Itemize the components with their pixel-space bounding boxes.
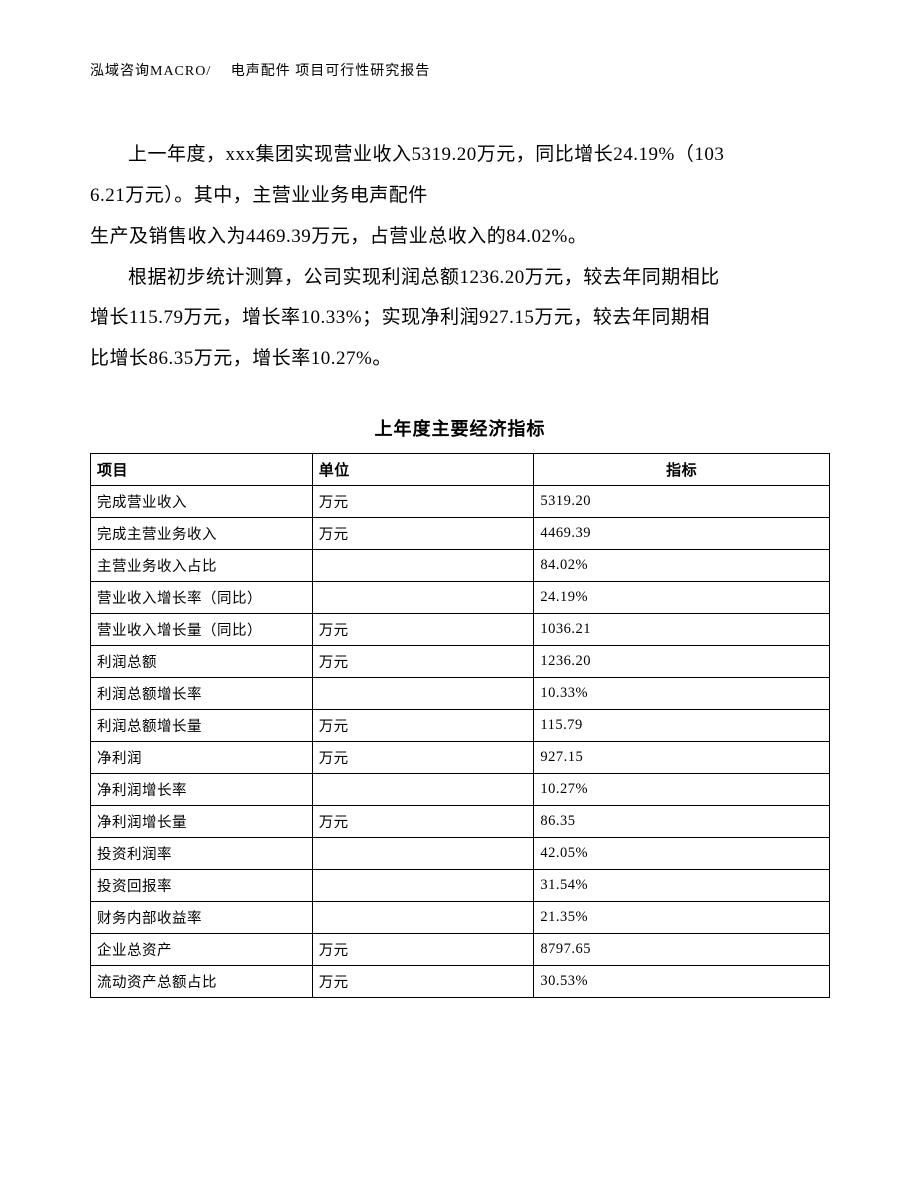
cell-indicator: 10.27% — [534, 774, 830, 806]
cell-item: 投资回报率 — [91, 870, 313, 902]
table-row: 完成主营业务收入 万元 4469.39 — [91, 518, 830, 550]
cell-indicator: 1236.20 — [534, 646, 830, 678]
cell-unit: 万元 — [312, 518, 534, 550]
cell-unit: 万元 — [312, 710, 534, 742]
cell-item: 净利润 — [91, 742, 313, 774]
cell-unit — [312, 902, 534, 934]
table-row: 营业收入增长率（同比） 24.19% — [91, 582, 830, 614]
paragraph-1-line-1: 上一年度，xxx集团实现营业收入5319.20万元，同比增长24.19%（103 — [90, 135, 830, 176]
cell-item: 利润总额增长量 — [91, 710, 313, 742]
cell-indicator: 1036.21 — [534, 614, 830, 646]
table-row: 净利润增长量 万元 86.35 — [91, 806, 830, 838]
cell-item: 利润总额增长率 — [91, 678, 313, 710]
cell-indicator: 31.54% — [534, 870, 830, 902]
cell-indicator: 10.33% — [534, 678, 830, 710]
table-row: 投资回报率 31.54% — [91, 870, 830, 902]
cell-unit — [312, 582, 534, 614]
table-row: 主营业务收入占比 84.02% — [91, 550, 830, 582]
paragraph-2-line-1: 根据初步统计测算，公司实现利润总额1236.20万元，较去年同期相比 — [90, 258, 830, 299]
cell-indicator: 86.35 — [534, 806, 830, 838]
table-header-indicator: 指标 — [534, 454, 830, 486]
cell-item: 利润总额 — [91, 646, 313, 678]
cell-indicator: 30.53% — [534, 966, 830, 998]
cell-unit: 万元 — [312, 486, 534, 518]
cell-item: 营业收入增长率（同比） — [91, 582, 313, 614]
cell-item: 净利润增长率 — [91, 774, 313, 806]
cell-indicator: 24.19% — [534, 582, 830, 614]
paragraph-2-line-2: 增长115.79万元，增长率10.33%；实现净利润927.15万元，较去年同期… — [90, 298, 830, 339]
economic-indicators-table: 项目 单位 指标 完成营业收入 万元 5319.20 完成主营业务收入 万元 4… — [90, 453, 830, 998]
table-header-unit: 单位 — [312, 454, 534, 486]
cell-indicator: 927.15 — [534, 742, 830, 774]
table-row: 利润总额增长率 10.33% — [91, 678, 830, 710]
table-title: 上年度主要经济指标 — [90, 415, 830, 441]
cell-item: 企业总资产 — [91, 934, 313, 966]
table-row: 企业总资产 万元 8797.65 — [91, 934, 830, 966]
cell-indicator: 21.35% — [534, 902, 830, 934]
cell-item: 净利润增长量 — [91, 806, 313, 838]
page-header: 泓域咨询MACRO/ 电声配件 项目可行性研究报告 — [90, 60, 830, 80]
cell-indicator: 84.02% — [534, 550, 830, 582]
cell-unit — [312, 870, 534, 902]
cell-item: 完成营业收入 — [91, 486, 313, 518]
table-row: 财务内部收益率 21.35% — [91, 902, 830, 934]
cell-item: 投资利润率 — [91, 838, 313, 870]
cell-unit — [312, 550, 534, 582]
cell-indicator: 115.79 — [534, 710, 830, 742]
cell-unit: 万元 — [312, 614, 534, 646]
cell-unit — [312, 678, 534, 710]
table-row: 利润总额 万元 1236.20 — [91, 646, 830, 678]
table-row: 净利润 万元 927.15 — [91, 742, 830, 774]
table-row: 完成营业收入 万元 5319.20 — [91, 486, 830, 518]
table-header-item: 项目 — [91, 454, 313, 486]
paragraph-2-line-3: 比增长86.35万元，增长率10.27%。 — [90, 339, 830, 380]
cell-unit — [312, 774, 534, 806]
cell-unit — [312, 838, 534, 870]
cell-item: 流动资产总额占比 — [91, 966, 313, 998]
body-text-block: 上一年度，xxx集团实现营业收入5319.20万元，同比增长24.19%（103… — [90, 135, 830, 380]
cell-unit: 万元 — [312, 646, 534, 678]
table-header-row: 项目 单位 指标 — [91, 454, 830, 486]
cell-item: 营业收入增长量（同比） — [91, 614, 313, 646]
table-row: 营业收入增长量（同比） 万元 1036.21 — [91, 614, 830, 646]
paragraph-1-line-3: 生产及销售收入为4469.39万元，占营业总收入的84.02%。 — [90, 217, 830, 258]
cell-unit: 万元 — [312, 966, 534, 998]
table-row: 利润总额增长量 万元 115.79 — [91, 710, 830, 742]
cell-indicator: 42.05% — [534, 838, 830, 870]
table-row: 流动资产总额占比 万元 30.53% — [91, 966, 830, 998]
cell-unit: 万元 — [312, 742, 534, 774]
cell-item: 完成主营业务收入 — [91, 518, 313, 550]
cell-indicator: 5319.20 — [534, 486, 830, 518]
table-row: 净利润增长率 10.27% — [91, 774, 830, 806]
table-row: 投资利润率 42.05% — [91, 838, 830, 870]
cell-indicator: 8797.65 — [534, 934, 830, 966]
cell-unit: 万元 — [312, 934, 534, 966]
paragraph-1-line-2: 6.21万元）。其中，主营业业务电声配件 — [90, 176, 830, 217]
cell-indicator: 4469.39 — [534, 518, 830, 550]
cell-item: 财务内部收益率 — [91, 902, 313, 934]
cell-item: 主营业务收入占比 — [91, 550, 313, 582]
cell-unit: 万元 — [312, 806, 534, 838]
